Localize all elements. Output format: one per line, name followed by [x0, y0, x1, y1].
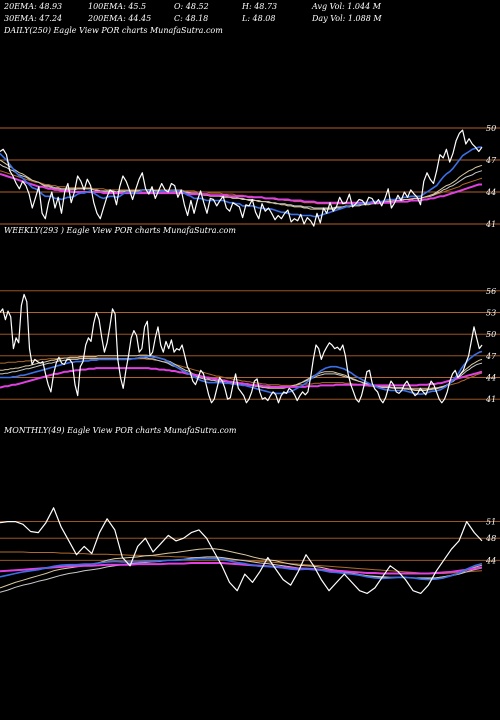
- header-20ema: 20EMA: 48.93: [4, 2, 63, 11]
- panel-monthly: 51 48 44: [0, 507, 500, 595]
- daily-ema-magenta-line: [0, 172, 482, 204]
- panel-label-weekly: WEEKLY(293 ) Eagle View POR charts Munaf…: [4, 226, 236, 235]
- header-close: C: 48.18: [174, 14, 209, 23]
- level-label: 44: [485, 374, 496, 383]
- panel-daily: 50 47 44 41: [0, 124, 500, 229]
- header-30ema: 30EMA: 47.24: [4, 14, 63, 23]
- panel-weekly: 56 53 50 47 44 41: [0, 287, 500, 404]
- level-label: 44: [485, 556, 496, 565]
- level-label: 44: [485, 188, 496, 197]
- level-label: 41: [485, 395, 496, 404]
- level-label: 53: [486, 309, 496, 318]
- panel-label-monthly: MONTHLY(49) Eagle View POR charts Munafa…: [4, 426, 237, 435]
- level-label: 41: [485, 220, 496, 229]
- level-label: 48: [485, 534, 496, 543]
- monthly-ema-magenta-line: [0, 562, 483, 575]
- weekly-price-line: [0, 293, 483, 404]
- header-100ema: 100EMA: 45.5: [88, 2, 147, 11]
- header-open: O: 48.52: [174, 2, 209, 11]
- header-high: H: 48.73: [242, 2, 278, 11]
- header-low: L: 48.08: [242, 14, 276, 23]
- header-day-vol: Day Vol: 1.088 M: [312, 14, 382, 23]
- level-label: 50: [486, 330, 496, 339]
- level-label: 50: [486, 124, 496, 133]
- panel-label-daily: DAILY(250) Eagle View POR charts MunafaS…: [4, 26, 223, 35]
- monthly-price-line: [0, 507, 483, 595]
- level-label: 47: [485, 156, 497, 165]
- header-avg-vol: Avg Vol: 1.044 M: [312, 2, 381, 11]
- header-200ema: 200EMA: 44.45: [88, 14, 152, 23]
- daily-price-line: [0, 129, 483, 227]
- level-label: 47: [485, 352, 497, 361]
- level-label: 56: [486, 287, 496, 296]
- monthly-ema-blue-line: [0, 557, 483, 581]
- level-label: 51: [486, 518, 496, 527]
